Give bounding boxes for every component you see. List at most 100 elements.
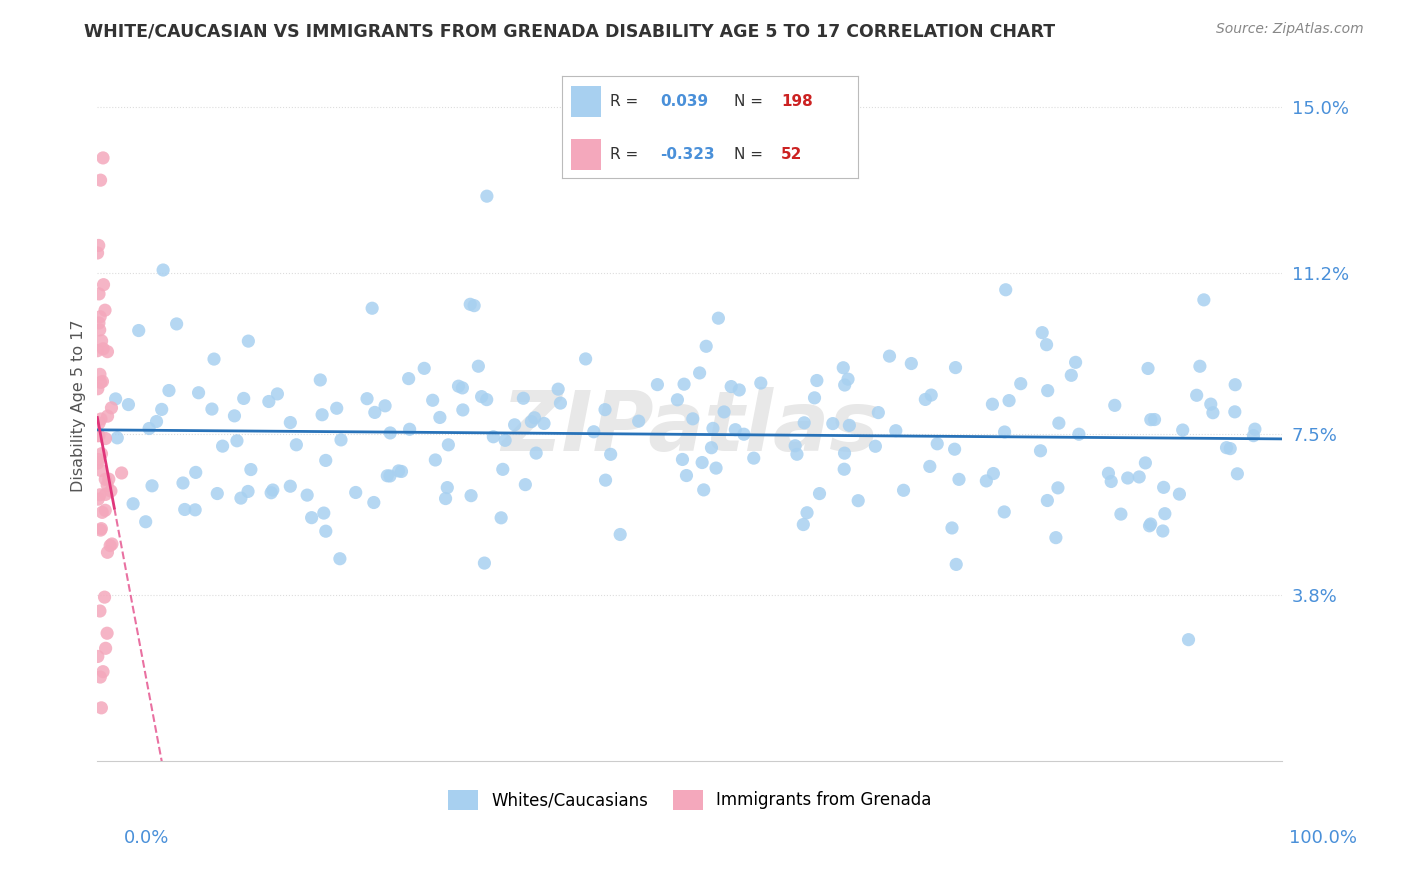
Point: [266, 387, 288, 401]
Text: 198: 198: [780, 94, 813, 109]
Text: WHITE/CAUCASIAN VS IMMIGRANTS FROM GRENADA DISABILITY AGE 5 TO 17 CORRELATION CH: WHITE/CAUCASIAN VS IMMIGRANTS FROM GRENA…: [84, 22, 1056, 40]
Point: [494, 434, 516, 448]
Point: [425, 453, 447, 467]
Point: [1177, 632, 1199, 647]
Point: [105, 431, 128, 445]
Point: [868, 406, 890, 420]
Point: [704, 461, 727, 475]
Point: [900, 357, 922, 371]
Point: [893, 483, 915, 498]
Point: [87, 238, 110, 252]
Point: [998, 393, 1021, 408]
Point: [447, 379, 470, 393]
Point: [86, 343, 108, 358]
Point: [201, 402, 224, 417]
Text: -0.323: -0.323: [659, 147, 714, 162]
Point: [330, 433, 353, 447]
Point: [1139, 518, 1161, 533]
Point: [122, 497, 145, 511]
Point: [94, 641, 117, 656]
Point: [89, 670, 111, 684]
Point: [87, 452, 110, 467]
Point: [1045, 531, 1067, 545]
Point: [364, 405, 387, 419]
Point: [1067, 427, 1090, 442]
Point: [838, 418, 860, 433]
Point: [837, 372, 859, 386]
Point: [344, 485, 367, 500]
Point: [1046, 481, 1069, 495]
Point: [89, 368, 111, 382]
Point: [467, 359, 489, 374]
Point: [475, 189, 498, 203]
Point: [451, 381, 474, 395]
Point: [647, 377, 669, 392]
Point: [1143, 412, 1166, 426]
Point: [356, 392, 378, 406]
Point: [523, 410, 546, 425]
Point: [832, 360, 855, 375]
Point: [104, 392, 127, 406]
Point: [1097, 467, 1119, 481]
Point: [1139, 516, 1161, 531]
Point: [309, 373, 332, 387]
Point: [834, 378, 856, 392]
Point: [945, 558, 967, 572]
Point: [86, 246, 108, 260]
Point: [378, 469, 401, 483]
Point: [278, 479, 301, 493]
Point: [89, 310, 111, 324]
Point: [1244, 422, 1267, 436]
Point: [110, 466, 132, 480]
Point: [692, 483, 714, 497]
Point: [94, 503, 117, 517]
Point: [976, 474, 998, 488]
Point: [671, 452, 693, 467]
Point: [463, 299, 485, 313]
Point: [1168, 487, 1191, 501]
Point: [172, 475, 194, 490]
Point: [550, 396, 572, 410]
Point: [1036, 493, 1059, 508]
Point: [945, 360, 967, 375]
Point: [547, 382, 569, 396]
Point: [98, 539, 121, 553]
Point: [374, 399, 396, 413]
Text: Source: ZipAtlas.com: Source: ZipAtlas.com: [1216, 22, 1364, 37]
Point: [927, 437, 949, 451]
Point: [609, 527, 631, 541]
Point: [720, 379, 742, 393]
Point: [1116, 471, 1139, 485]
Point: [224, 409, 246, 423]
Point: [86, 429, 108, 443]
Point: [582, 425, 605, 439]
Point: [295, 488, 318, 502]
Point: [90, 464, 112, 478]
Point: [1223, 405, 1246, 419]
Point: [682, 412, 704, 426]
Point: [87, 428, 110, 442]
Point: [575, 351, 598, 366]
Point: [135, 515, 157, 529]
Point: [100, 401, 122, 415]
Text: N =: N =: [734, 147, 762, 162]
Point: [796, 506, 818, 520]
Point: [1153, 507, 1175, 521]
Point: [1202, 406, 1225, 420]
Point: [184, 503, 207, 517]
Point: [90, 334, 112, 348]
Point: [91, 665, 114, 679]
Point: [87, 286, 110, 301]
Point: [211, 439, 233, 453]
Bar: [571, 139, 600, 170]
Point: [832, 462, 855, 476]
Point: [301, 510, 323, 524]
Point: [1192, 293, 1215, 307]
Point: [785, 439, 807, 453]
Point: [260, 485, 283, 500]
Point: [1047, 416, 1070, 430]
Point: [157, 384, 180, 398]
Point: [87, 649, 110, 664]
Point: [475, 392, 498, 407]
Point: [474, 556, 496, 570]
